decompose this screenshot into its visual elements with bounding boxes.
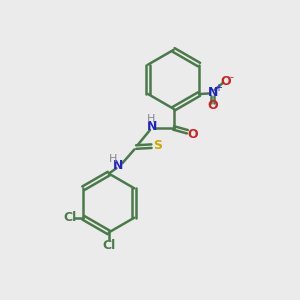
Text: Cl: Cl: [102, 239, 116, 252]
Text: S: S: [153, 139, 162, 152]
Text: H: H: [147, 114, 155, 124]
Text: -: -: [230, 72, 233, 82]
Text: H: H: [109, 154, 118, 164]
Text: +: +: [214, 82, 222, 93]
Text: O: O: [188, 128, 198, 141]
Text: O: O: [207, 99, 218, 112]
Text: N: N: [207, 86, 218, 99]
Text: N: N: [147, 120, 158, 133]
Text: Cl: Cl: [63, 211, 77, 224]
Text: O: O: [220, 75, 231, 88]
Text: N: N: [112, 159, 123, 172]
